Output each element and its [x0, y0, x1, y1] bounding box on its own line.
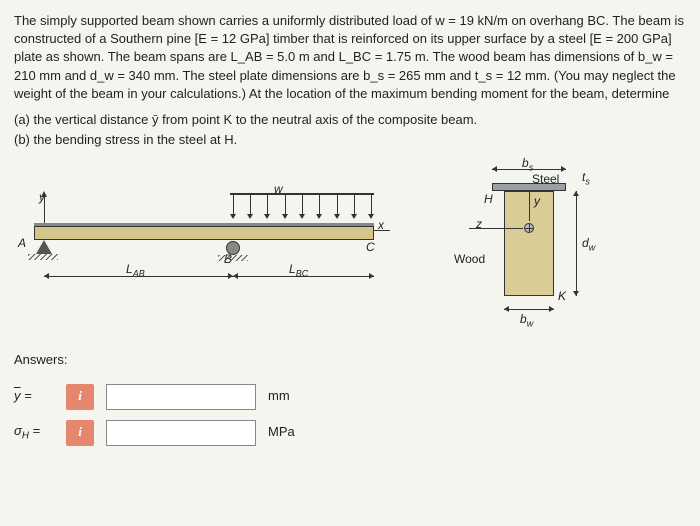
question-b: (b) the bending stress in the steel at H… [14, 131, 686, 149]
beam-diagram: y w x A B C LAB LBC [14, 161, 394, 321]
lbc-label: LBC [289, 261, 308, 280]
x-axis-label: x [378, 217, 384, 234]
info-icon[interactable]: i [66, 420, 94, 446]
section-steel [492, 183, 566, 191]
answers-heading: Answers: [14, 351, 686, 369]
sec-z-label: z [476, 216, 482, 233]
point-k: K [558, 288, 566, 305]
sigma-unit: MPa [268, 423, 308, 441]
question-list: (a) the vertical distance ȳ from point K… [14, 111, 686, 149]
ybar-input[interactable] [106, 384, 256, 410]
question-a: (a) the vertical distance ȳ from point K… [14, 111, 686, 129]
y-arrowhead [41, 191, 47, 197]
ybar-unit: mm [268, 387, 308, 405]
sec-y-axis [529, 191, 530, 221]
dw-label: dw [582, 235, 595, 254]
dim-bw [504, 309, 554, 310]
ts-label: ts [582, 169, 590, 188]
dim-dw [576, 191, 577, 296]
point-h: H [484, 191, 493, 208]
info-icon[interactable]: i [66, 384, 94, 410]
sigma-input[interactable] [106, 420, 256, 446]
bw-label: bw [520, 311, 533, 330]
point-a: A [18, 235, 26, 252]
figure-row: y w x A B C LAB LBC [14, 161, 686, 331]
answer-row-ybar: y = i mm [14, 384, 686, 410]
ybar-symbol: y = [14, 387, 54, 405]
point-c: C [366, 239, 375, 256]
pin-support-icon [36, 240, 52, 254]
roller-ground [218, 255, 248, 261]
pin-ground [28, 254, 58, 260]
distributed-load [230, 193, 374, 221]
roller-support-icon [226, 241, 240, 255]
problem-statement: The simply supported beam shown carries … [14, 12, 686, 103]
cross-section-diagram: bs ts Steel H y z dw Wood K bw [424, 161, 624, 321]
lab-label: LAB [126, 261, 145, 280]
sigma-symbol: σH = [14, 422, 54, 443]
y-axis [44, 193, 45, 223]
answer-row-sigma: σH = i MPa [14, 420, 686, 446]
wood-label: Wood [454, 251, 485, 268]
beam-wood-body [34, 226, 374, 240]
sec-y-label: y [534, 193, 540, 210]
